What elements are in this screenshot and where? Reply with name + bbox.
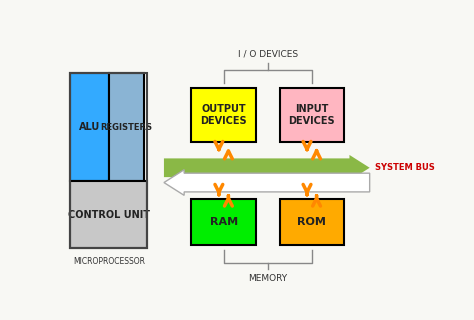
FancyBboxPatch shape <box>191 198 256 245</box>
FancyBboxPatch shape <box>280 198 344 245</box>
Text: INPUT
DEVICES: INPUT DEVICES <box>289 104 335 125</box>
Text: RAM: RAM <box>210 217 237 227</box>
Polygon shape <box>164 170 370 195</box>
Text: MEMORY: MEMORY <box>248 274 287 283</box>
Text: MICROPROCESSOR: MICROPROCESSOR <box>73 257 145 266</box>
Text: ALU: ALU <box>79 122 100 132</box>
Text: I / O DEVICES: I / O DEVICES <box>237 49 298 58</box>
Text: CONTROL UNIT: CONTROL UNIT <box>68 210 150 220</box>
Text: ROM: ROM <box>297 217 326 227</box>
Text: SYSTEM BUS: SYSTEM BUS <box>375 163 435 172</box>
FancyBboxPatch shape <box>70 73 109 181</box>
FancyBboxPatch shape <box>280 88 344 142</box>
Text: OUTPUT
DEVICES: OUTPUT DEVICES <box>201 104 247 125</box>
Polygon shape <box>164 155 370 180</box>
FancyBboxPatch shape <box>109 73 144 181</box>
Text: REGISTERS: REGISTERS <box>100 123 152 132</box>
FancyBboxPatch shape <box>70 181 147 248</box>
FancyBboxPatch shape <box>191 88 256 142</box>
